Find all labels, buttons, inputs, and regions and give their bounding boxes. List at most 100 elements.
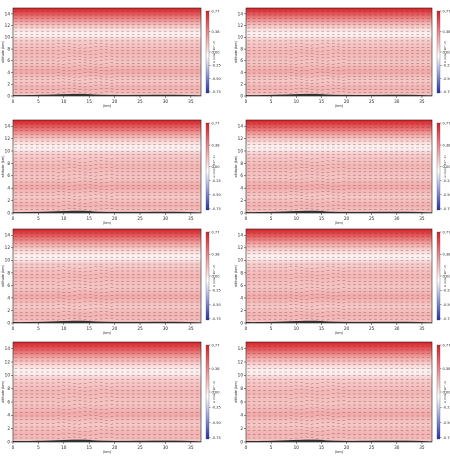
x-axis-label: (km) xyxy=(103,104,112,108)
vector-row xyxy=(247,297,430,300)
x-axis-label: (km) xyxy=(103,450,112,454)
y-axis-label: altitude (km) xyxy=(234,264,238,287)
x-tick-label: 20 xyxy=(112,99,118,104)
y-tick-label: 8 xyxy=(240,46,243,51)
y-tick-label: 14 xyxy=(238,346,244,351)
vector-row xyxy=(14,74,199,78)
x-tick-label: 30 xyxy=(163,99,169,104)
vector-row xyxy=(14,429,199,433)
vector-row xyxy=(247,197,430,201)
vector-row xyxy=(247,421,430,425)
vector-row xyxy=(247,314,430,318)
x-tick-label: 0 xyxy=(12,326,15,331)
x-axis-label: (km) xyxy=(335,331,344,335)
vector-row xyxy=(14,42,199,46)
x-tick-label: 5 xyxy=(270,445,273,450)
colorbar-tick-label: 0.77 xyxy=(443,9,450,13)
vector-row xyxy=(247,204,430,208)
vector-row xyxy=(14,283,199,287)
colorbar-tick-label: -0.25 xyxy=(212,64,221,68)
x-tick-label: 35 xyxy=(419,445,425,450)
vector-row xyxy=(247,414,430,418)
x-tick-label: 0 xyxy=(245,445,248,450)
vector-row xyxy=(247,403,430,407)
x-tick-label: 30 xyxy=(394,216,400,221)
vector-row xyxy=(14,87,199,91)
vector-row xyxy=(247,436,430,440)
vector-row xyxy=(14,290,199,294)
y-tick-label: 10 xyxy=(5,373,11,378)
colorbar-tick-label: -0.50 xyxy=(212,303,222,307)
vector-row xyxy=(247,207,430,211)
y-tick-label: 10 xyxy=(5,148,11,153)
y-tick-label: 12 xyxy=(5,136,11,141)
vector-row xyxy=(247,180,430,184)
y-tick-label: 0 xyxy=(7,439,10,444)
heatmap-field xyxy=(246,342,432,442)
colorbar-label: w (m/s) (10^-2) xyxy=(443,41,447,63)
terrain xyxy=(13,210,201,213)
x-tick-label: 20 xyxy=(112,445,118,450)
vector-row xyxy=(14,396,199,400)
y-tick-label: 14 xyxy=(5,346,11,351)
y-tick-label: 14 xyxy=(238,124,244,129)
colorbar-tick-label: -0.75 xyxy=(443,207,450,211)
colorbar-tick-label: 0.00 xyxy=(212,274,221,278)
y-tick-label: 14 xyxy=(5,233,11,238)
vector-row xyxy=(14,276,199,280)
y-tick-label: 2 xyxy=(7,308,10,313)
x-tick-label: 10 xyxy=(61,445,67,450)
heatmap-field xyxy=(13,342,201,442)
colorbar-tick-label: -0.75 xyxy=(212,90,221,94)
colorbar-tick-label: 0.00 xyxy=(443,390,450,394)
vector-row xyxy=(247,381,430,385)
x-tick-label: 10 xyxy=(294,216,300,221)
vector-row xyxy=(14,52,199,56)
colorbar-label: w (m/s) (10^-2) xyxy=(212,381,216,403)
vector-row xyxy=(247,71,430,75)
terrain xyxy=(246,439,432,442)
vector-row xyxy=(14,399,199,403)
vector-row xyxy=(14,204,199,208)
vector-row xyxy=(247,418,430,422)
y-tick-label: 12 xyxy=(5,245,11,250)
vector-row xyxy=(247,52,430,56)
colorbar-label: w (m/s) (10^-2) xyxy=(212,265,216,287)
x-tick-label: 15 xyxy=(87,99,93,104)
vector-row xyxy=(247,160,430,163)
vector-row xyxy=(247,388,430,392)
vector-row xyxy=(14,163,199,167)
heatmap-field xyxy=(246,120,432,213)
vector-row xyxy=(14,160,199,163)
vector-row xyxy=(247,429,430,433)
x-tick-label: 0 xyxy=(245,99,248,104)
vector-field xyxy=(14,123,199,211)
colorbar-tick-label: -0.75 xyxy=(212,207,221,211)
x-tick-label: 30 xyxy=(394,326,400,331)
x-axis-label: (km) xyxy=(335,104,344,108)
y-tick-label: 4 xyxy=(7,295,10,300)
colorbar xyxy=(205,344,210,440)
y-tick-label: 14 xyxy=(238,11,244,16)
vector-row xyxy=(14,425,199,429)
x-tick-label: 25 xyxy=(369,326,375,331)
vector-row xyxy=(247,396,430,400)
y-tick-label: 6 xyxy=(7,58,10,63)
vector-row xyxy=(14,317,199,321)
colorbar-tick-label: -0.75 xyxy=(443,90,450,94)
x-tick-label: 10 xyxy=(294,445,300,450)
y-tick-label: 14 xyxy=(5,124,11,129)
colorbar-tick-label: -0.25 xyxy=(443,289,450,293)
vector-row xyxy=(14,436,199,440)
y-tick-label: 4 xyxy=(240,70,243,75)
x-tick-label: 20 xyxy=(112,326,118,331)
y-tick-label: 2 xyxy=(240,308,243,313)
x-tick-label: 20 xyxy=(344,326,350,331)
colorbar-tick-label: -0.25 xyxy=(212,406,221,410)
plot-frame xyxy=(12,7,202,97)
y-axis-label: altitude (km) xyxy=(234,40,238,63)
x-axis-label: (km) xyxy=(335,221,344,225)
colorbar-tick-label: 0.38 xyxy=(443,253,450,257)
colorbar-tick-label: 0.77 xyxy=(212,9,220,13)
vector-row xyxy=(247,304,430,307)
